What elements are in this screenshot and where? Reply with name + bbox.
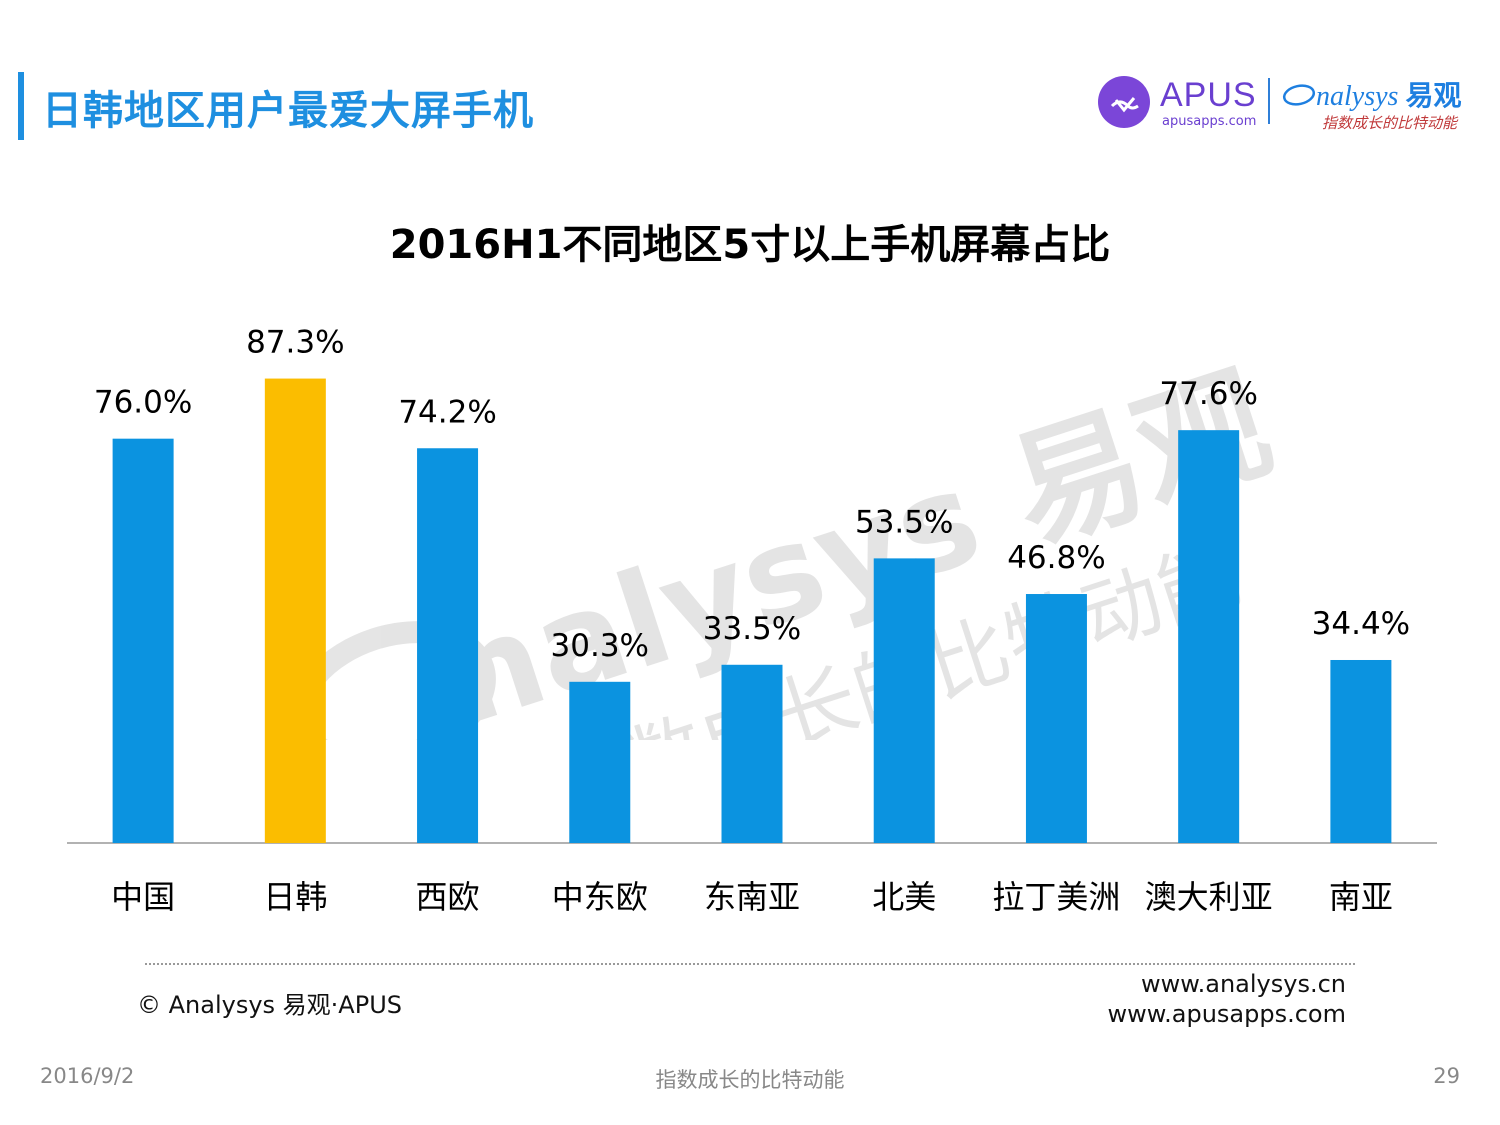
analysys-website: www.analysys.cn <box>1140 970 1346 998</box>
logo-divider <box>1268 78 1270 124</box>
bar <box>1330 659 1392 843</box>
bar <box>873 558 935 843</box>
apus-website: www.apusapps.com <box>1107 1000 1346 1028</box>
page-title: 日韩地区用户最爱大屏手机 <box>42 88 534 134</box>
bar <box>417 448 479 843</box>
data-label: 77.6% <box>1159 376 1257 412</box>
analysys-cn: 易观 <box>1405 79 1462 112</box>
data-label: 30.3% <box>551 628 649 664</box>
bar <box>112 438 174 843</box>
footer-divider <box>145 963 1355 965</box>
data-label: 74.2% <box>398 394 496 430</box>
x-tick-label: 澳大利亚 <box>1145 878 1273 916</box>
copyright: © Analysys 易观·APUS <box>137 991 402 1019</box>
x-tick-label: 东南亚 <box>704 878 800 916</box>
x-tick-label: 南亚 <box>1329 878 1393 916</box>
x-tick-label: 北美 <box>872 878 936 916</box>
data-label: 76.0% <box>94 385 192 421</box>
analysys-slogan: 指数成长的比特动能 <box>1322 114 1458 132</box>
data-label: 87.3% <box>246 325 344 361</box>
apus-url: apusapps.com <box>1162 114 1257 129</box>
apus-wordmark: APUS <box>1160 76 1257 114</box>
apus-logo-icon <box>1098 76 1150 128</box>
bar <box>569 681 631 843</box>
footer-slogan: 指数成长的比特动能 <box>655 1068 845 1092</box>
analysys-swirl-icon <box>1282 84 1316 106</box>
x-tick-label: 拉丁美洲 <box>992 878 1120 916</box>
bar <box>1178 430 1240 843</box>
title-accent-bar <box>18 72 24 140</box>
data-label: 34.4% <box>1312 606 1410 642</box>
analysys-name: nalysys <box>1316 81 1399 112</box>
apus-logo: APUS apusapps.com <box>1098 76 1268 132</box>
analysys-wordmark: nalysys 易观 <box>1282 74 1461 114</box>
data-label: 46.8% <box>1007 540 1105 576</box>
x-tick-label: 日韩 <box>263 878 327 916</box>
x-tick-label: 中国 <box>111 878 175 916</box>
bar <box>264 378 326 843</box>
x-tick-label: 西欧 <box>416 878 480 916</box>
data-label: 53.5% <box>855 504 953 540</box>
footer-date: 2016/9/2 <box>40 1064 135 1088</box>
x-tick-label: 中东欧 <box>552 878 648 916</box>
chart-title: 2016H1不同地区5寸以上手机屏幕占比 <box>389 222 1111 268</box>
page-number: 29 <box>1433 1064 1460 1088</box>
data-label: 33.5% <box>703 611 801 647</box>
bar <box>1025 594 1087 843</box>
bar <box>721 664 783 843</box>
analysys-logo: nalysys 易观 指数成长的比特动能 <box>1282 72 1482 132</box>
